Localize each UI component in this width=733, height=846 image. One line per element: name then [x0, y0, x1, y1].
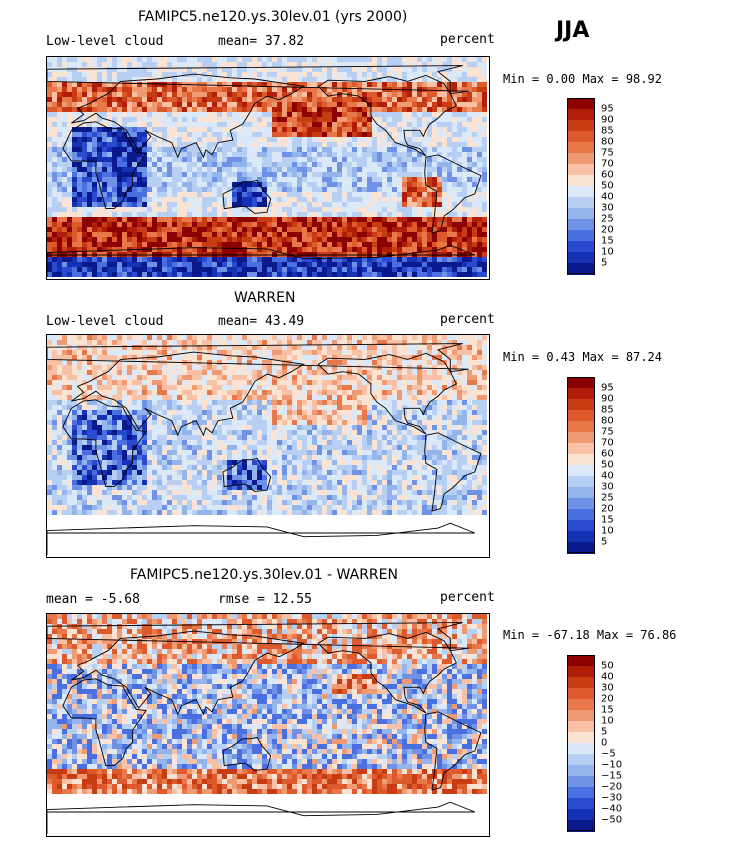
- colorbar-tick-label: −15: [601, 770, 623, 782]
- colorbar-tick-label: 40: [601, 671, 614, 683]
- panel3-map: [46, 613, 490, 837]
- colorbar-tick-label: 10: [601, 525, 614, 537]
- panel1-title: FAMIPC5.ne120.ys.30lev.01 (yrs 2000): [138, 9, 408, 25]
- panel1-minmax: Min = 0.00 Max = 98.92: [503, 72, 662, 86]
- colorbar-tick-label: 0: [601, 737, 608, 749]
- panel3-mean-label: mean = -5.68: [46, 592, 140, 607]
- colorbar-tick-label: −50: [601, 814, 623, 826]
- colorbar-tick-label: 30: [601, 682, 614, 694]
- colorbar-tick-label: 25: [601, 213, 614, 225]
- panel1-mean-label: mean= 37.82: [218, 34, 305, 49]
- colorbar-tick-label: −40: [601, 803, 623, 815]
- panel3-colorbar: 50 40 30 20 15 10 5 0 −5 −10 −15 −20 −30 −40 −50: [567, 655, 627, 832]
- coastline: [317, 631, 458, 714]
- colorbar-tick-label: 50: [601, 180, 614, 192]
- colorbar-tick-label: 60: [601, 169, 614, 181]
- colorbar-tick-label: 70: [601, 437, 614, 449]
- colorbar-tick-label: 75: [601, 147, 614, 159]
- colorbar-tick-label: 15: [601, 235, 614, 247]
- panel3-minmax: Min = -67.18 Max = 76.86: [503, 628, 677, 642]
- panel1-variable-label: Low-level cloud: [46, 34, 164, 49]
- colorbar-tick-label: 30: [601, 202, 614, 214]
- coastline: [222, 457, 272, 492]
- colorbar-frame: [567, 377, 595, 553]
- panel2-variable-label: Low-level cloud: [46, 314, 164, 329]
- colorbar-tick-label: 40: [601, 191, 614, 203]
- panel2-colorbar: 95 90 85 80 75 70 60 50 40 30 25 20 15 10 5: [567, 377, 627, 554]
- coastline: [317, 352, 458, 435]
- coastline: [424, 432, 482, 512]
- colorbar-tick-label: 10: [601, 715, 614, 727]
- colorbar-tick-label: 95: [601, 382, 614, 394]
- coastline: [62, 399, 147, 488]
- coastline: [71, 73, 306, 159]
- colorbar-tick-label: 90: [601, 393, 614, 405]
- panel1-colorbar: 95 90 85 80 75 70 60 50 40 30 25 20 15 10 5: [567, 98, 627, 275]
- colorbar-tick-label: −30: [601, 792, 623, 804]
- coastline: [222, 179, 272, 214]
- colorbar-tick-label: 85: [601, 125, 614, 137]
- panel1-units-label: percent: [440, 32, 495, 47]
- coastline: [71, 351, 306, 437]
- colorbar-tick-label: 5: [601, 536, 608, 548]
- colorbar-tick-label: 85: [601, 404, 614, 416]
- map-field: [47, 335, 487, 555]
- colorbar-tick-label: −10: [601, 759, 623, 771]
- colorbar-tick-label: 95: [601, 103, 614, 115]
- colorbar-tick-label: 80: [601, 136, 614, 148]
- colorbar-tick-label: 25: [601, 492, 614, 504]
- coastline: [47, 65, 469, 95]
- colorbar-tick-label: 20: [601, 503, 614, 515]
- colorbar-tick-label: 50: [601, 660, 614, 672]
- coastline: [71, 630, 306, 716]
- colorbar-tick-label: −20: [601, 781, 623, 793]
- colorbar-tick-label: 20: [601, 224, 614, 236]
- season-label: JJA: [556, 18, 590, 43]
- coastline: [222, 736, 272, 771]
- panel2-mean-label: mean= 43.49: [218, 314, 305, 329]
- colorbar-tick-label: 70: [601, 158, 614, 170]
- coastline: [47, 244, 475, 277]
- panel2-title: WARREN: [234, 290, 296, 306]
- colorbar-tick-label: −5: [601, 748, 616, 760]
- coastline: [317, 74, 458, 157]
- colorbar-tick-label: 5: [601, 257, 608, 269]
- colorbar-tick-label: 75: [601, 426, 614, 438]
- colorbar-frame: [567, 655, 595, 831]
- colorbar-tick-label: 90: [601, 114, 614, 126]
- coastline: [62, 121, 147, 210]
- coastline: [47, 522, 475, 555]
- panel1-map: [46, 56, 490, 280]
- map-field: [47, 614, 487, 834]
- panel2-map: [46, 334, 490, 558]
- map-field: [47, 57, 487, 277]
- coastline: [62, 678, 147, 767]
- panel2-units-label: percent: [440, 312, 495, 327]
- colorbar-tick-label: 40: [601, 470, 614, 482]
- colorbar-tick-label: 50: [601, 459, 614, 471]
- colorbar-tick-label: 15: [601, 704, 614, 716]
- coastline: [47, 622, 469, 652]
- coastline: [47, 343, 469, 373]
- colorbar-tick-label: 15: [601, 514, 614, 526]
- colorbar-tick-label: 30: [601, 481, 614, 493]
- colorbar-tick-label: 20: [601, 693, 614, 705]
- colorbar-tick-label: 80: [601, 415, 614, 427]
- colorbar-tick-label: 60: [601, 448, 614, 460]
- colorbar-tick-label: 10: [601, 246, 614, 258]
- coastline: [47, 801, 475, 834]
- panel3-units-label: percent: [440, 590, 495, 605]
- coastline: [424, 154, 482, 234]
- colorbar-tick-label: 5: [601, 726, 608, 738]
- panel2-minmax: Min = 0.43 Max = 87.24: [503, 350, 662, 364]
- panel3-title: FAMIPC5.ne120.ys.30lev.01 - WARREN: [130, 567, 398, 583]
- colorbar-frame: [567, 98, 595, 274]
- panel3-rmse-label: rmse = 12.55: [218, 592, 312, 607]
- coastline: [424, 711, 482, 791]
